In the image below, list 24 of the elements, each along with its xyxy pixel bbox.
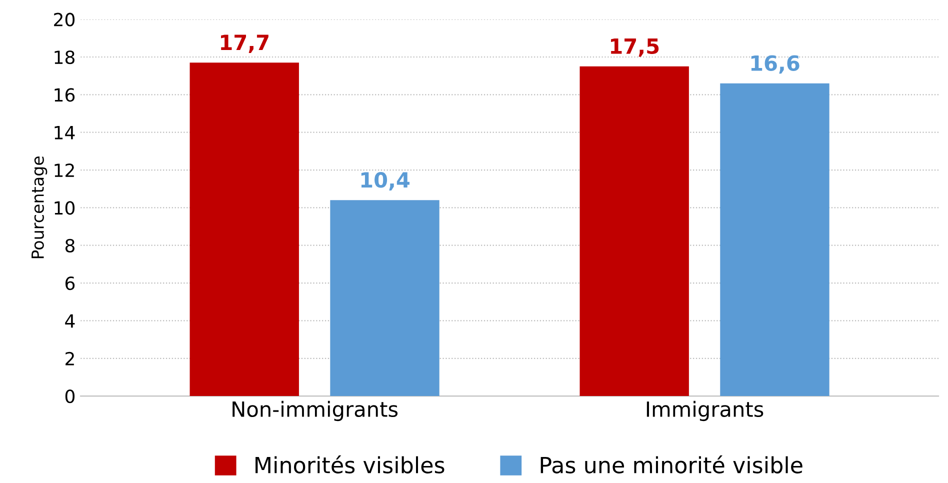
- y-tick-label: 12: [54, 163, 74, 177]
- y-tick-label: 0: [65, 390, 75, 404]
- y-tick-label: 10: [54, 201, 75, 215]
- legend-label: Pas une minorité visible: [540, 455, 802, 474]
- bar: [720, 83, 830, 396]
- y-tick-label: 14: [54, 126, 75, 140]
- bar: [330, 200, 440, 396]
- legend-label: Minorités visibles: [256, 455, 444, 474]
- y-tick-label: 6: [65, 276, 75, 290]
- y-tick-label: 16: [54, 88, 75, 102]
- y-tick-label: 20: [54, 12, 75, 26]
- data-label: 17,5: [610, 38, 659, 57]
- y-tick-label: 4: [65, 314, 75, 328]
- x-tick-label: Immigrants: [646, 400, 764, 422]
- x-tick-label: Non-immigrants: [232, 400, 398, 422]
- data-label: 16,6: [751, 55, 800, 74]
- y-axis-title: Pourcentage: [32, 156, 48, 258]
- y-tick-label: 18: [54, 50, 74, 64]
- y-tick-label: 2: [66, 352, 74, 366]
- data-label: 17,7: [221, 34, 268, 53]
- y-tick-label: 8: [65, 238, 74, 252]
- data-label: 10,4: [361, 172, 410, 190]
- bar: [580, 66, 689, 396]
- bar: [190, 62, 299, 396]
